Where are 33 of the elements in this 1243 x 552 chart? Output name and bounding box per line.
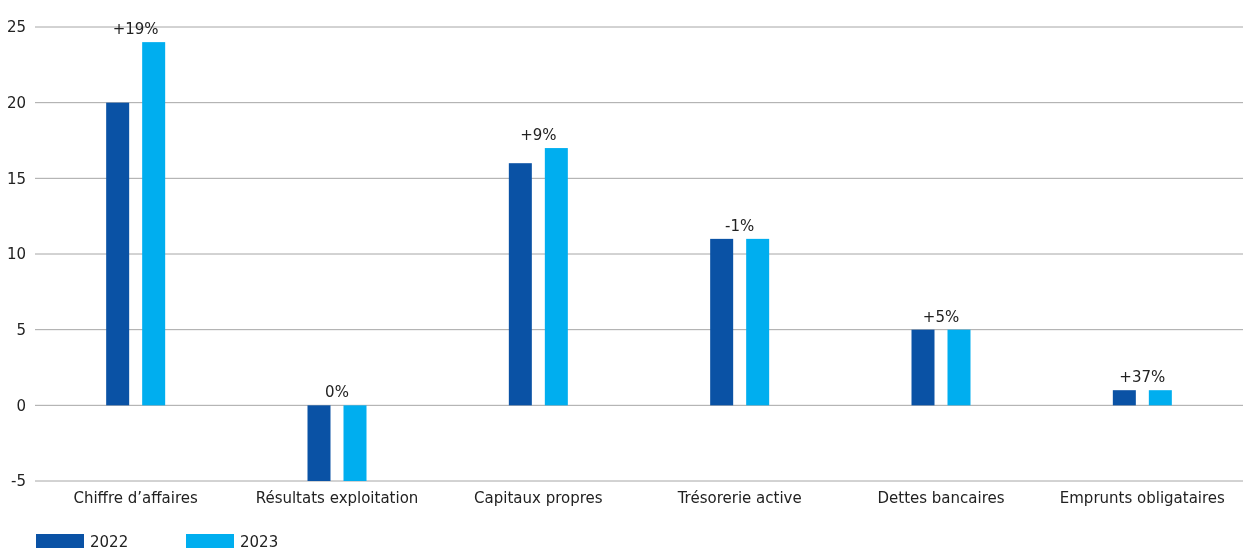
y-tick-label: 20 (6, 93, 26, 112)
bar (307, 405, 331, 481)
y-tick-label: 0 (16, 396, 26, 415)
x-tick-label: Capitaux propres (474, 489, 603, 507)
bar (746, 238, 770, 406)
y-tick-label: -5 (11, 472, 26, 491)
bar (343, 405, 367, 481)
annotation: +37% (1119, 368, 1166, 387)
y-tick-label: 15 (6, 169, 26, 188)
x-tick-label: Emprunts obligataires (1059, 489, 1226, 507)
legend-label: 2022 (90, 533, 129, 552)
x-tick-label: Résultats exploitation (255, 489, 419, 507)
bar (911, 329, 935, 406)
bar (710, 238, 734, 406)
bar (1148, 390, 1172, 406)
annotation: +5% (922, 307, 960, 326)
annotation: 0% (325, 383, 349, 402)
x-tick-label: Chiffre d’affaires (73, 489, 199, 507)
bar (544, 148, 568, 406)
bar (106, 102, 130, 406)
y-tick-label: 25 (6, 18, 26, 37)
y-tick-label: 5 (16, 320, 26, 339)
y-tick-label: 10 (6, 245, 26, 264)
x-tick-label: Trésorerie active (676, 489, 802, 507)
bar (947, 329, 971, 406)
x-tick-label: Dettes bancaires (877, 489, 1005, 507)
bar (1112, 390, 1136, 406)
annotation: +19% (112, 20, 159, 39)
annotation: -1% (725, 216, 755, 235)
bar (142, 42, 166, 406)
annotation: +9% (520, 126, 557, 145)
bar (508, 163, 532, 406)
legend-label: 2023 (240, 533, 279, 552)
